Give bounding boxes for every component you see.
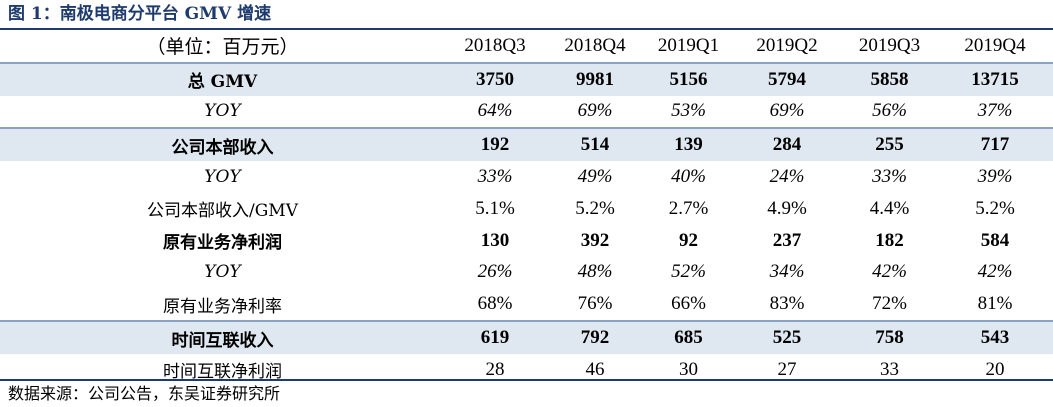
cell: 4.4%: [869, 197, 910, 219]
bottom-rule: [0, 379, 1053, 381]
table-row-time-interconnect-revenue: 时间互联收入 619 792 685 525 758 543: [0, 321, 1053, 354]
cell: 28: [485, 358, 505, 380]
table-row-hq-revenue-ratio: 公司本部收入/GMV 5.1% 5.2% 2.7% 4.9% 4.4% 5.2%: [0, 193, 1053, 225]
cell: 52%: [671, 261, 706, 283]
cell: 42%: [977, 261, 1013, 283]
cell: 27: [777, 358, 797, 380]
cell: 42%: [872, 261, 907, 283]
cell: 139: [645, 128, 732, 162]
cell: 37%: [977, 100, 1013, 122]
cell: 192: [445, 128, 545, 162]
cell: 49%: [577, 166, 613, 188]
cell: 543: [937, 321, 1053, 354]
cell: 758: [842, 321, 937, 354]
table-row-yoy: YOY 26% 48% 52% 34% 42% 42%: [0, 257, 1053, 289]
cell: 66%: [671, 293, 706, 315]
cell: 5.2%: [575, 197, 615, 219]
cell: 46: [585, 358, 605, 380]
cell: 53%: [671, 100, 706, 122]
cell: 2.7%: [668, 197, 709, 219]
cell: 4.9%: [767, 197, 807, 219]
table-row-legacy-net-margin: 原有业务净利率 68% 76% 66% 83% 72% 81%: [0, 288, 1053, 321]
cell: 182: [875, 229, 904, 251]
cell: 33: [880, 358, 899, 380]
row-label: 公司本部收入/GMV: [147, 201, 298, 222]
cell: 284: [732, 128, 842, 162]
period-header: 2019Q2: [756, 34, 818, 56]
row-label: YOY: [204, 262, 241, 283]
cell: 39%: [977, 166, 1013, 188]
cell: 237: [772, 229, 802, 251]
table-row-total-gmv: 总 GMV 3750 9981 5156 5794 5858 13715: [0, 62, 1053, 96]
row-label: 原有业务净利润: [163, 233, 282, 254]
cell: 83%: [769, 293, 805, 315]
cell: 255: [842, 128, 937, 162]
table-row-yoy: YOY 33% 49% 40% 24% 33% 39%: [0, 161, 1053, 193]
cell: 5.2%: [975, 197, 1015, 219]
table-row-yoy: YOY 64% 69% 53% 69% 56% 37%: [0, 96, 1053, 129]
cell: 33%: [477, 166, 513, 188]
figure-title: 图 1：南极电商分平台 GMV 增速: [8, 4, 272, 24]
table-row-time-interconnect-net-profit: 时间互联净利润 28 46 30 27 33 20: [0, 354, 1053, 386]
cell: 92: [679, 229, 698, 251]
period-header: 2018Q3: [464, 34, 526, 56]
cell: 13715: [937, 62, 1053, 96]
cell: 525: [732, 321, 842, 354]
cell: 5156: [645, 62, 732, 96]
cell: 26%: [477, 261, 513, 283]
row-label: 公司本部收入: [0, 128, 445, 162]
period-header: 2018Q4: [564, 34, 626, 56]
row-label: YOY: [204, 101, 241, 122]
table-row-hq-revenue: 公司本部收入 192 514 139 284 255 717: [0, 128, 1053, 162]
table-row-legacy-net-profit: 原有业务净利润 130 392 92 237 182 584: [0, 225, 1053, 257]
period-header: 2019Q1: [657, 34, 720, 56]
source-note: 数据来源：公司公告，东吴证券研究所: [8, 384, 281, 403]
cell: 5858: [842, 62, 937, 96]
cell: 40%: [671, 166, 706, 188]
cell: 5794: [732, 62, 842, 96]
row-label: YOY: [204, 167, 241, 188]
cell: 9981: [545, 62, 645, 96]
cell: 3750: [445, 62, 545, 96]
cell: 717: [937, 128, 1053, 162]
cell: 30: [679, 358, 698, 380]
cell: 584: [980, 229, 1010, 251]
period-header: 2019Q4: [964, 34, 1026, 56]
cell: 69%: [769, 100, 805, 122]
header-row: （单位：百万元） 2018Q3 2018Q4 2019Q1 2019Q2 201…: [0, 30, 1053, 63]
row-label: 时间互联收入: [0, 321, 445, 354]
cell: 685: [645, 321, 732, 354]
cell: 5.1%: [475, 197, 515, 219]
cell: 792: [545, 321, 645, 354]
cell: 130: [480, 229, 510, 251]
top-rule: [0, 28, 1053, 30]
cell: 72%: [872, 293, 907, 315]
cell: 34%: [769, 261, 805, 283]
cell: 619: [445, 321, 545, 354]
cell: 33%: [872, 166, 907, 188]
row-label: 时间互联净利润: [163, 362, 282, 383]
cell: 76%: [577, 293, 613, 315]
row-label: 总 GMV: [0, 62, 445, 96]
cell: 20: [985, 358, 1005, 380]
cell: 68%: [477, 293, 513, 315]
gmv-table: （单位：百万元） 2018Q3 2018Q4 2019Q1 2019Q2 201…: [0, 30, 1053, 386]
unit-label: （单位：百万元）: [146, 36, 299, 59]
cell: 69%: [577, 100, 613, 122]
cell: 81%: [977, 293, 1013, 315]
row-label: 原有业务净利率: [163, 296, 282, 317]
cell: 64%: [477, 100, 513, 122]
cell: 392: [580, 229, 610, 251]
cell: 56%: [872, 100, 907, 122]
cell: 514: [545, 128, 645, 162]
cell: 48%: [577, 261, 613, 283]
period-header: 2019Q3: [858, 34, 921, 56]
cell: 24%: [769, 166, 805, 188]
